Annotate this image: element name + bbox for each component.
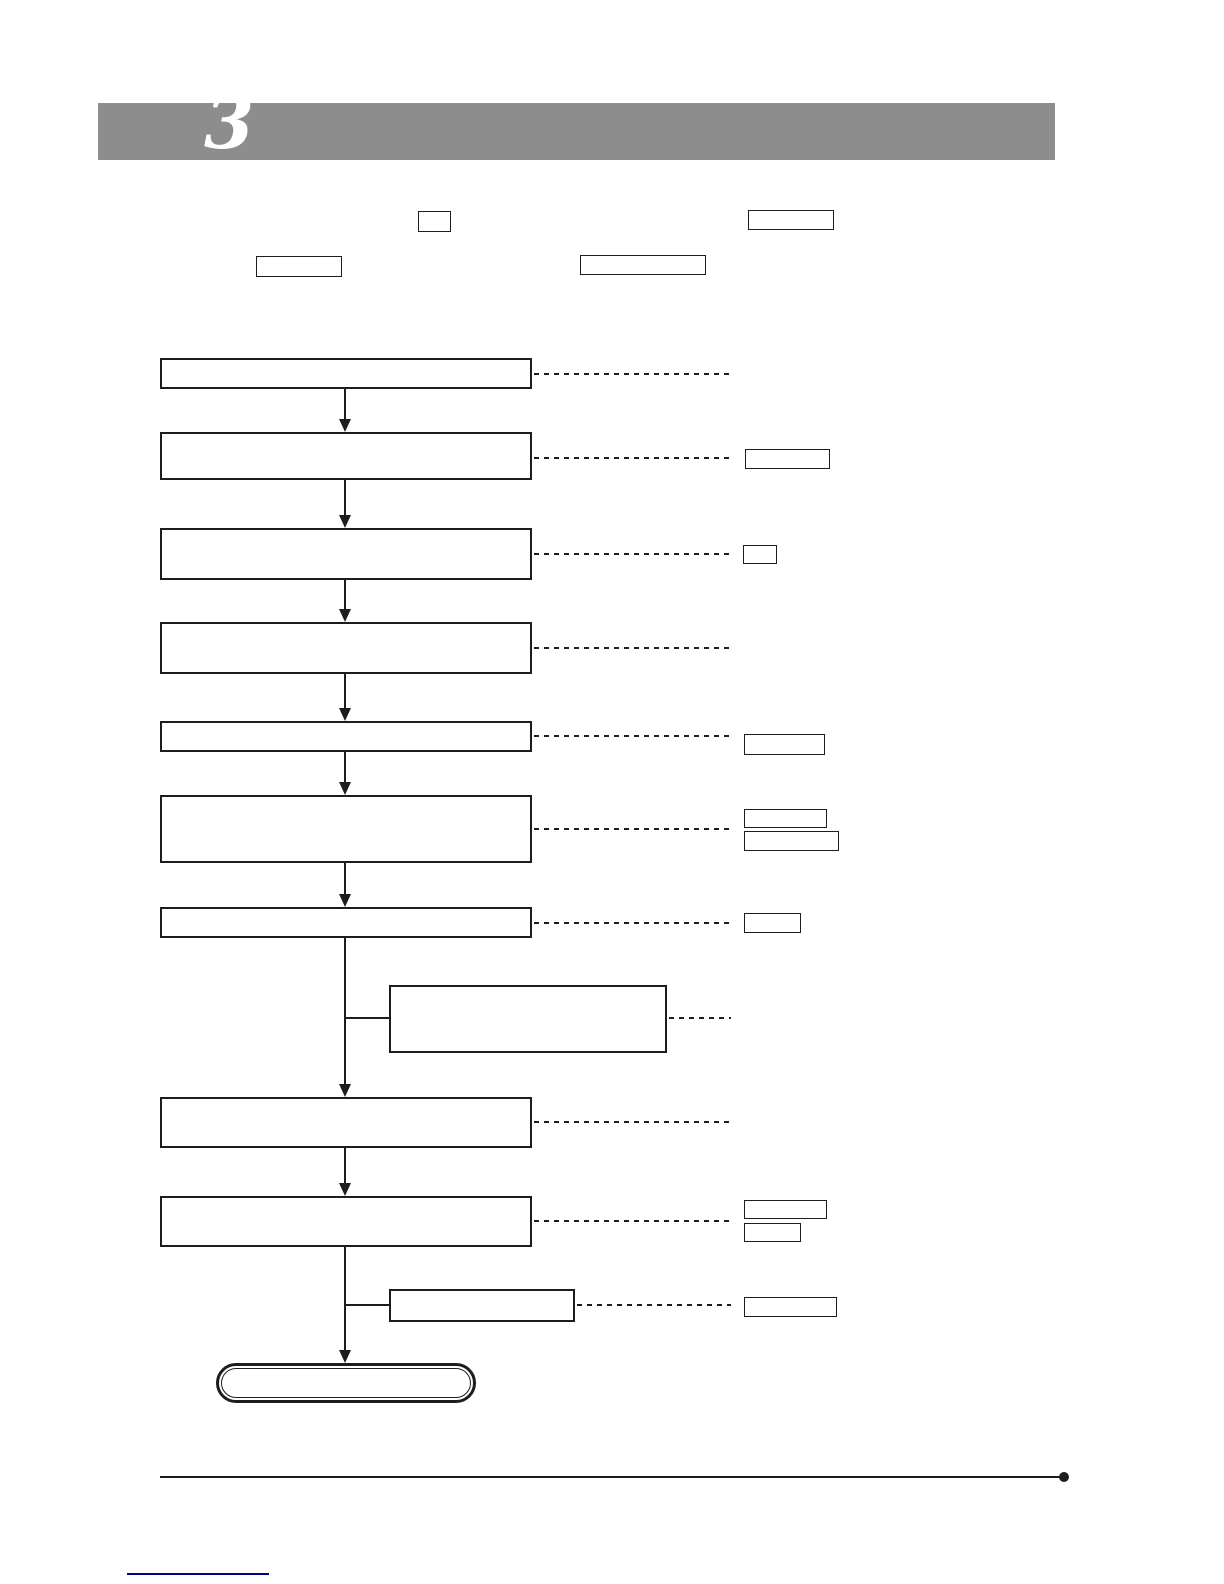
leader-step-3 xyxy=(534,553,731,555)
arrow-8-9-line xyxy=(343,1148,347,1192)
process-step-7 xyxy=(160,907,532,938)
leader-step-1 xyxy=(534,373,731,375)
callout-step-2 xyxy=(745,449,830,469)
leader-step-6 xyxy=(534,828,731,830)
arrow-6-7-head xyxy=(338,894,351,907)
footer-link-underline[interactable] xyxy=(127,1573,269,1575)
callout-step-9a xyxy=(744,1200,827,1219)
callout-step-9b xyxy=(744,1223,801,1242)
arrow-4-5-line xyxy=(343,674,347,717)
leader-step-5 xyxy=(534,735,731,737)
arrow-4-5-head xyxy=(338,708,351,721)
branch-connector-1 xyxy=(345,1016,390,1020)
leader-step-9 xyxy=(534,1220,731,1222)
footer-rule xyxy=(160,1476,1064,1478)
process-step-1 xyxy=(160,358,532,389)
callout-step-7 xyxy=(744,913,801,933)
arrow-2-3-head xyxy=(338,515,351,528)
arrow-1-2-head xyxy=(338,419,351,432)
terminator-capsule xyxy=(216,1363,476,1403)
footer-end-dot xyxy=(1059,1472,1069,1482)
arrow-7-8-head xyxy=(338,1084,351,1097)
arrow-2-3-line xyxy=(343,480,347,524)
callout-step-3 xyxy=(743,545,777,564)
callout-step-5 xyxy=(744,734,825,755)
arrow-9-end-head xyxy=(338,1350,351,1363)
chapter-header-bar: 3 xyxy=(98,87,1055,160)
leader-step-4 xyxy=(534,647,731,649)
terminator-inner-outline xyxy=(221,1368,471,1398)
process-step-6 xyxy=(160,795,532,863)
leader-step-7 xyxy=(534,922,731,924)
leader-step-8 xyxy=(534,1121,731,1123)
side-branch-box-1 xyxy=(389,985,667,1053)
chapter-number: 3 xyxy=(204,80,255,165)
branch-connector-2 xyxy=(345,1303,390,1307)
arrow-7-8-line xyxy=(343,938,347,1093)
arrow-6-7-line xyxy=(343,863,347,903)
leader-step-2 xyxy=(534,457,731,459)
blank-field-top-1 xyxy=(418,211,451,232)
callout-step-6a xyxy=(744,809,827,828)
arrow-3-4-head xyxy=(338,609,351,622)
blank-field-top-4 xyxy=(580,255,706,275)
process-step-8 xyxy=(160,1097,532,1148)
arrow-5-6-line xyxy=(343,752,347,791)
callout-step-6b xyxy=(744,831,839,851)
leader-branch-2 xyxy=(577,1304,731,1306)
process-step-4 xyxy=(160,622,532,674)
blank-field-top-2 xyxy=(748,210,834,230)
arrow-3-4-line xyxy=(343,580,347,618)
process-step-3 xyxy=(160,528,532,580)
arrow-9-end-line xyxy=(343,1247,347,1359)
arrow-1-2-line xyxy=(343,389,347,428)
process-step-2 xyxy=(160,432,532,480)
process-step-5 xyxy=(160,721,532,752)
side-branch-box-2 xyxy=(389,1289,575,1322)
leader-branch-1 xyxy=(669,1017,731,1019)
arrow-5-6-head xyxy=(338,782,351,795)
blank-field-top-3 xyxy=(256,256,342,277)
arrow-8-9-head xyxy=(338,1183,351,1196)
process-step-9 xyxy=(160,1196,532,1247)
callout-branch-2 xyxy=(744,1297,837,1317)
